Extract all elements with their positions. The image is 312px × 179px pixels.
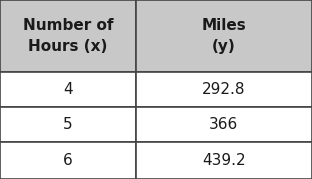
Bar: [0, 72, 136, 107]
Text: 366: 366: [209, 117, 238, 132]
Bar: [136, 72, 312, 107]
Text: Number of
Hours (x): Number of Hours (x): [22, 18, 113, 54]
Bar: [0, 0, 136, 72]
Bar: [136, 142, 312, 179]
Text: 6: 6: [63, 153, 73, 168]
Text: 439.2: 439.2: [202, 153, 246, 168]
Text: 5: 5: [63, 117, 73, 132]
Text: Miles
(y): Miles (y): [202, 18, 246, 54]
Bar: [0, 142, 136, 179]
Bar: [136, 0, 312, 72]
Text: 292.8: 292.8: [202, 82, 246, 97]
Bar: [136, 107, 312, 142]
Bar: [0, 107, 136, 142]
Text: 4: 4: [63, 82, 73, 97]
